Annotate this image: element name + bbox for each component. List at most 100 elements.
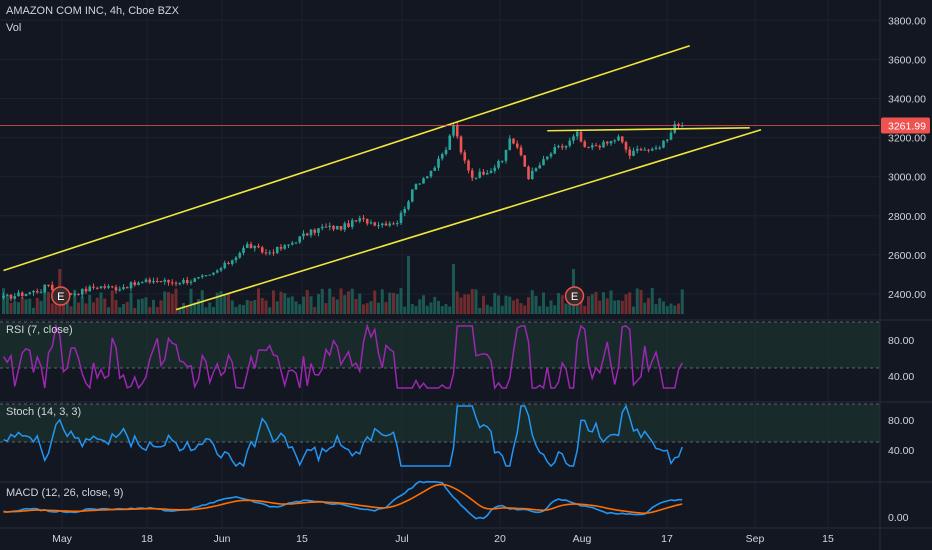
volume-bar [437, 300, 440, 314]
candle-body [639, 149, 643, 151]
volume-bar [362, 304, 365, 314]
candle-body [598, 146, 602, 148]
candle-body [474, 177, 478, 179]
stoch-band [0, 404, 880, 442]
candle-body [107, 286, 110, 288]
candle-body [189, 281, 193, 283]
candle-body [523, 155, 527, 167]
candle-body [542, 159, 545, 166]
candle-body [643, 149, 647, 151]
candle-body [9, 294, 13, 299]
candle-body [122, 287, 125, 290]
candle-body [17, 292, 20, 297]
volume-bar [635, 288, 639, 314]
volume-bar [463, 294, 467, 314]
candle-body [452, 125, 455, 136]
candle-body [5, 294, 9, 296]
volume-bar [118, 307, 122, 314]
candle-body [332, 225, 335, 230]
candle-body [377, 225, 380, 227]
candle-body [440, 154, 444, 159]
time-tick-label: Sep [746, 533, 765, 545]
trendline-2[interactable] [175, 129, 762, 311]
earnings-badge[interactable] [564, 286, 585, 306]
volume-bar [515, 298, 519, 314]
volume-bar [125, 301, 129, 314]
candle-body [538, 165, 542, 169]
candle-body [133, 282, 137, 285]
candle-body [317, 228, 320, 233]
candle-body [470, 170, 474, 178]
price-tick-label: 3600.00 [888, 54, 926, 66]
candle-body [579, 131, 583, 142]
volume-bar [114, 300, 118, 314]
stoch-tick-label: 80.00 [888, 415, 914, 427]
volume-bar [538, 306, 542, 314]
candle-body [365, 218, 369, 224]
candle-body [624, 142, 628, 150]
candle-body [392, 223, 395, 225]
stoch-pane[interactable] [0, 401, 932, 468]
volume-bar [452, 264, 455, 314]
trendline-1[interactable] [3, 44, 690, 272]
volume-bar [99, 292, 103, 314]
volume-bar [467, 294, 470, 314]
volume-bar [317, 294, 320, 314]
volume-bar [20, 297, 24, 314]
candle-body [362, 218, 365, 220]
volume-bar [590, 294, 594, 314]
volume-bar [583, 305, 587, 314]
candle-body [298, 236, 302, 243]
macd-pane[interactable] [0, 480, 932, 520]
trendline-3[interactable] [547, 127, 750, 132]
candle-body [482, 171, 485, 175]
volume-bar [189, 288, 193, 314]
volume-bar [673, 305, 677, 314]
volume-bar [122, 304, 125, 314]
volume-bar [17, 302, 20, 314]
candle-body [512, 138, 515, 144]
volume-bar [358, 293, 362, 314]
candle-body [39, 292, 43, 294]
candle-body [557, 146, 560, 148]
volume-bar [489, 306, 493, 314]
stoch-label: Stoch (14, 3, 3) [6, 406, 82, 418]
volume-bar [152, 299, 155, 314]
volume-bar [133, 307, 137, 314]
candle-body [152, 280, 155, 283]
volume-bar [238, 304, 242, 314]
volume-bar [272, 290, 275, 314]
time-tick-label: 20 [494, 533, 506, 545]
candle-body [410, 189, 414, 202]
macd-label: MACD (12, 26, close, 9) [6, 487, 124, 499]
candle-body [343, 223, 347, 230]
candle-body [665, 139, 669, 141]
candle-body [575, 131, 579, 137]
volume-bar [395, 294, 399, 314]
candle-body [500, 160, 504, 162]
candle-body [455, 125, 459, 137]
volume-bar [178, 307, 182, 314]
trendlines[interactable] [3, 44, 762, 311]
candle-body [369, 222, 373, 224]
earnings-text: E [57, 291, 64, 303]
candle-body [73, 293, 77, 295]
volume-bar [545, 306, 549, 314]
volume-bar [440, 306, 444, 314]
candle-body [485, 173, 489, 175]
volume-bar [549, 300, 553, 314]
candle-body [20, 292, 24, 296]
volume-bar [182, 303, 185, 314]
volume-bar [493, 292, 497, 314]
candle-body [504, 149, 508, 161]
volume-bar [9, 302, 13, 314]
candle-body [590, 145, 594, 148]
rsi-pane[interactable] [0, 319, 932, 390]
candle-body [414, 184, 418, 190]
earnings-badge[interactable] [51, 286, 71, 306]
volume-bar [598, 300, 602, 314]
volume-bar [197, 299, 200, 314]
